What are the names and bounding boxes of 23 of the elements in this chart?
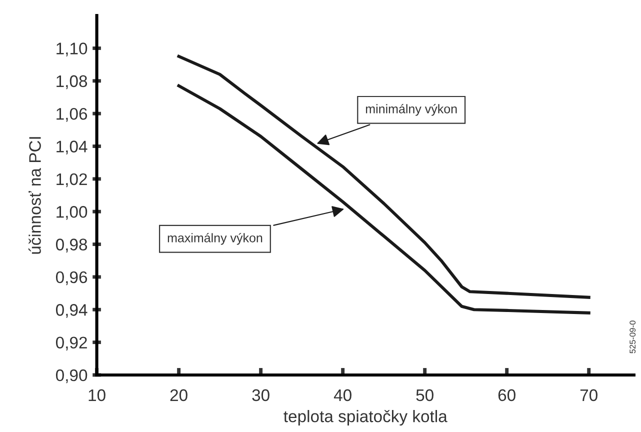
annotation: minimálny výkon: [366, 104, 457, 116]
y-tick-label: 1,04: [56, 140, 88, 154]
x-tick-label: 50: [416, 389, 434, 402]
annotation: 525-09-0: [630, 320, 636, 354]
x-tick-label: 60: [498, 389, 516, 402]
y-tick-label: 0,94: [56, 304, 88, 318]
y-tick-label: 1,00: [56, 206, 88, 220]
y-tick-label: 1,06: [56, 108, 88, 122]
x-tick-label: 70: [580, 389, 598, 402]
x-tick-label: 40: [334, 389, 352, 402]
x-tick-label: 10: [88, 389, 106, 402]
y-tick-label: 0,90: [56, 369, 88, 384]
x-tick-label: 20: [170, 389, 188, 402]
y-tick-label: 0,96: [56, 271, 88, 286]
y-axis-title: účinnosť na PCI: [28, 137, 41, 254]
y-tick-label: 1,02: [56, 173, 87, 188]
x-axis-title: teplota spiatočky kotla: [284, 410, 448, 426]
x-tick-label: 30: [252, 389, 270, 402]
y-tick-label: 0,92: [56, 336, 87, 350]
y-tick-label: 1,10: [56, 42, 88, 56]
y-tick-label: 0,98: [56, 238, 88, 252]
annotation: maximálny výkon: [168, 232, 262, 245]
y-tick-label: 1,08: [56, 75, 88, 90]
